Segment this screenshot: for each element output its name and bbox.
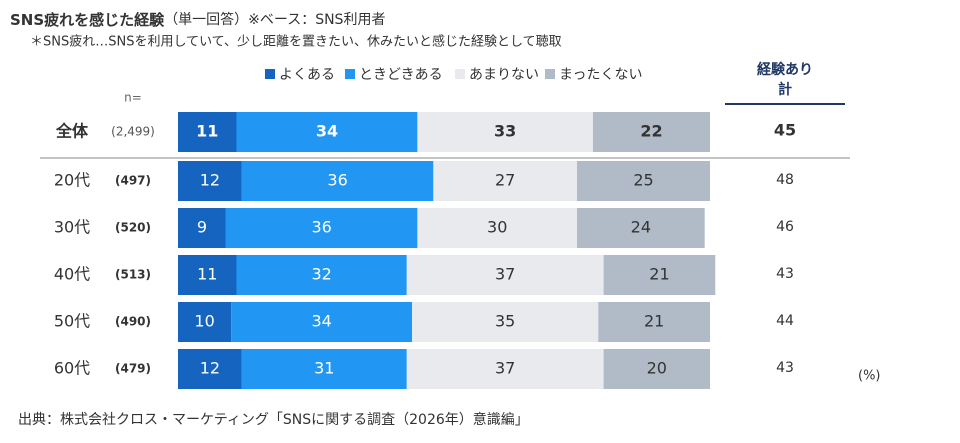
category-label: 30代	[54, 218, 90, 237]
bar-segment	[236, 255, 407, 295]
value-label: 30	[487, 218, 507, 237]
bar-segment	[417, 112, 593, 152]
value-label: 12	[200, 171, 220, 190]
category-label: 40代	[54, 265, 90, 284]
legend-label: まったくない	[559, 67, 642, 83]
bar-segment	[236, 112, 418, 152]
bar-segment	[178, 302, 232, 342]
value-label: 32	[311, 265, 331, 284]
totals-header: 経験あり	[757, 61, 813, 78]
total-value: 43	[776, 360, 794, 376]
bar-segment	[417, 208, 577, 248]
bar-segment	[406, 349, 604, 389]
sample-size: (497)	[115, 174, 151, 188]
legend-swatch	[545, 69, 555, 79]
chart-title: SNS疲れを感じた経験（単一回答）※ベース：SNS利用者	[10, 11, 385, 29]
sample-size: (513)	[115, 268, 151, 282]
category-label: 20代	[54, 171, 90, 190]
value-label: 22	[640, 122, 662, 141]
total-value: 44	[776, 313, 794, 329]
bar-segment	[598, 302, 710, 342]
value-label: 20	[647, 359, 667, 378]
bar-segment	[231, 302, 413, 342]
bar-segment	[241, 349, 407, 389]
value-label: 9	[197, 218, 207, 237]
value-label: 12	[200, 359, 220, 378]
bar-segment	[225, 208, 418, 248]
value-label: 37	[495, 265, 515, 284]
bar-segment	[412, 302, 599, 342]
value-label: 24	[631, 218, 651, 237]
total-value: 43	[776, 266, 794, 282]
bar-segment	[241, 161, 434, 201]
value-label: 27	[495, 171, 515, 190]
value-label: 21	[644, 312, 664, 331]
bar-segment	[577, 208, 705, 248]
bar-segment	[577, 161, 710, 201]
bar-segment	[603, 349, 710, 389]
totals-header: 計	[778, 81, 792, 98]
title-main: SNS疲れを感じた経験	[10, 11, 165, 29]
total-value: 45	[774, 121, 796, 140]
value-label: 11	[196, 122, 218, 141]
total-value: 48	[776, 172, 794, 188]
value-label: 36	[327, 171, 347, 190]
value-label: 33	[494, 122, 516, 141]
subtitle: ＊SNS疲れ…SNSを利用していて、少し距離を置きたい、休みたいと感じた経験とし…	[30, 34, 562, 50]
value-label: 34	[311, 312, 331, 331]
value-label: 34	[316, 122, 338, 141]
value-label: 11	[197, 265, 217, 284]
legend-label: よくある	[279, 67, 335, 83]
value-label: 35	[495, 312, 515, 331]
bar-segment	[178, 208, 226, 248]
category-label: 50代	[54, 312, 90, 331]
value-label: 21	[649, 265, 669, 284]
source: 出典：株式会社クロス・マーケティング「SNSに関する調査（2026年）意識編」	[18, 411, 529, 428]
total-value: 46	[776, 219, 794, 235]
legend-swatch	[265, 69, 275, 79]
bar-segment	[603, 255, 716, 295]
bar-segment	[178, 112, 237, 152]
n-header: n=	[124, 91, 142, 105]
bar-segment	[178, 349, 242, 389]
value-label: 36	[311, 218, 331, 237]
legend-swatch	[455, 69, 465, 79]
value-label: 10	[194, 312, 214, 331]
value-label: 37	[495, 359, 515, 378]
sample-size: (2,499)	[111, 125, 155, 139]
bar-segment	[406, 255, 604, 295]
sample-size: (520)	[115, 221, 151, 235]
bar-segment	[178, 255, 237, 295]
legend-label: ときどきある	[359, 67, 443, 83]
title-note: （単一回答）※ベース：SNS利用者	[164, 11, 385, 28]
legend-label: あまりない	[469, 67, 539, 83]
value-label: 31	[314, 359, 334, 378]
bar-segment	[433, 161, 577, 201]
bar-segment	[592, 112, 710, 152]
unit-label: (%)	[858, 369, 881, 384]
value-label: 25	[633, 171, 653, 190]
sample-size: (479)	[115, 362, 151, 376]
category-label: 全体	[55, 122, 89, 141]
sample-size: (490)	[115, 315, 151, 329]
category-label: 60代	[54, 359, 90, 378]
legend-swatch	[345, 69, 355, 79]
bar-segment	[178, 161, 242, 201]
